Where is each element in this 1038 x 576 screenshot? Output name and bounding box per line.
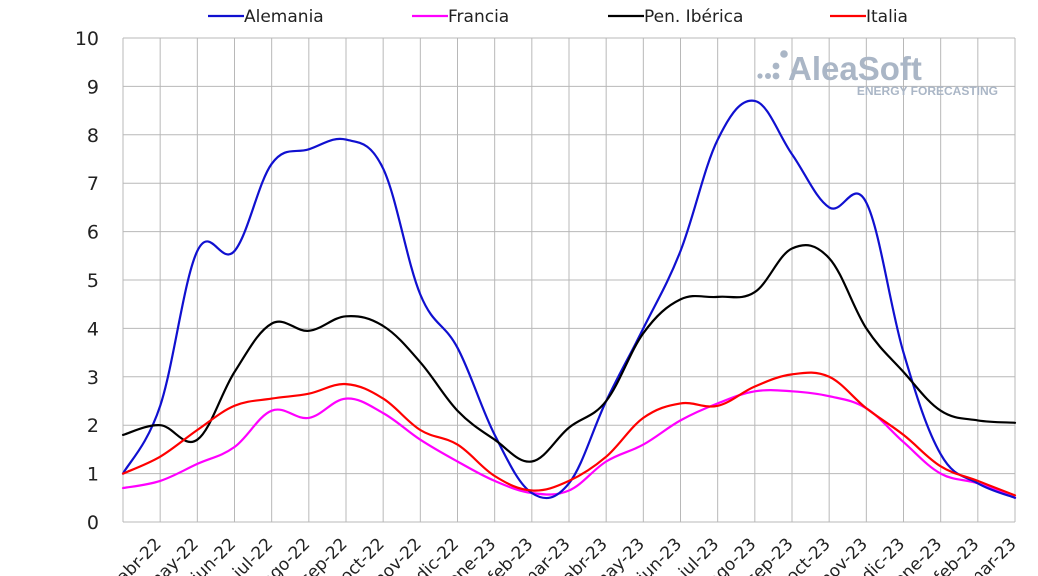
y-tick-label: 5 — [87, 270, 99, 292]
y-tick-label: 9 — [87, 76, 99, 98]
legend-label: Francia — [448, 7, 509, 27]
y-tick-label: 3 — [87, 367, 99, 389]
grid — [122, 37, 1016, 523]
y-tick-label: 4 — [87, 318, 99, 340]
y-tick-label: 6 — [87, 222, 99, 244]
y-tick-label: 0 — [87, 512, 99, 534]
logo-tagline: ENERGY FORECASTING — [857, 84, 998, 98]
series-lines — [121, 99, 1017, 500]
legend: Alemania Francia Pen. Ibérica Italia — [208, 7, 908, 27]
y-tick-label: 2 — [87, 415, 99, 437]
logo-dots-icon — [757, 50, 788, 80]
x-axis: abr-22may-22jun-22jul-22ago-22sep-22oct-… — [113, 534, 1021, 576]
legend-label: Italia — [866, 7, 908, 27]
legend-label: Alemania — [244, 7, 324, 27]
y-tick-label: 10 — [75, 28, 99, 50]
legend-label: Pen. Ibérica — [644, 7, 743, 27]
y-axis: 0 1 2 3 4 5 6 7 8 9 10 — [75, 28, 99, 534]
aleasoft-logo: AleaSoft ENERGY FORECASTING — [757, 50, 998, 98]
y-tick-label: 1 — [87, 464, 99, 486]
series-line-italia — [121, 371, 1017, 497]
series-line-pen-ib-rica — [121, 243, 1017, 463]
logo-name: AleaSoft — [788, 50, 922, 87]
y-tick-label: 7 — [87, 173, 99, 195]
y-tick-label: 8 — [87, 125, 99, 147]
